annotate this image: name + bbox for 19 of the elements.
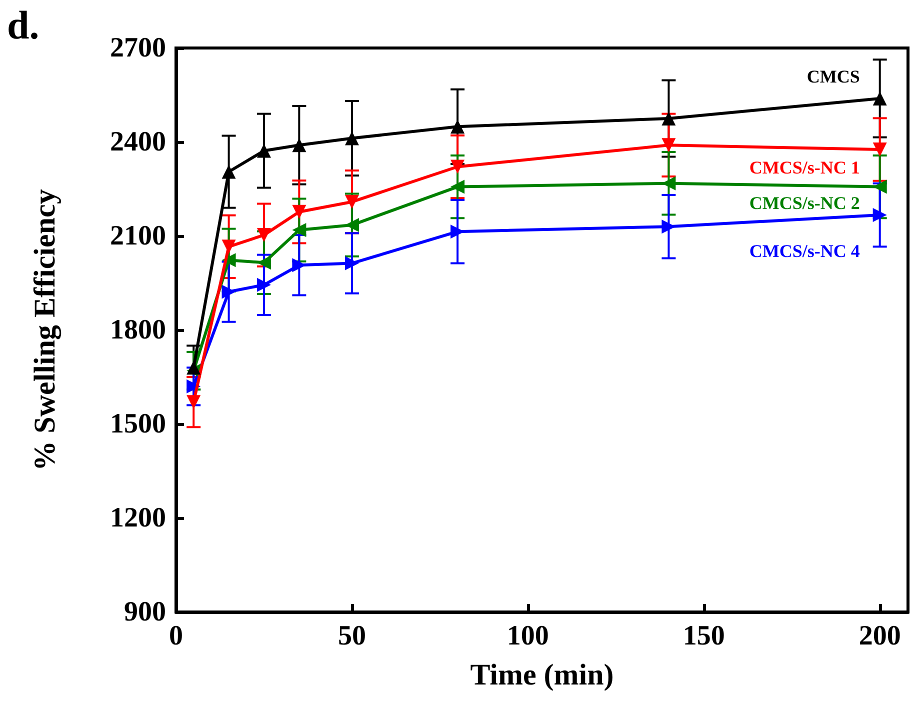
series-label: CMCS bbox=[806, 66, 860, 86]
y-tick-label: 2700 bbox=[110, 32, 166, 64]
y-tick-label: 2100 bbox=[110, 220, 166, 252]
y-axis-title: % Swelling Efficiency bbox=[28, 189, 62, 471]
x-tick-label: 0 bbox=[169, 620, 183, 652]
y-tick-label: 2400 bbox=[110, 126, 166, 158]
x-axis-title: Time (min) bbox=[470, 658, 614, 692]
x-tick-label: 200 bbox=[858, 620, 901, 652]
x-tick-label: 150 bbox=[682, 620, 725, 652]
x-tick-label: 100 bbox=[506, 620, 549, 652]
y-tick-label: 1200 bbox=[110, 502, 166, 534]
x-tick-label: 50 bbox=[338, 620, 366, 652]
y-tick-label: 1800 bbox=[110, 314, 166, 346]
series-label: CMCS/s-NC 1 bbox=[749, 158, 860, 178]
series-label: CMCS/s-NC 4 bbox=[749, 241, 860, 262]
y-tick-label: 900 bbox=[124, 596, 166, 628]
series-label: CMCS/s-NC 2 bbox=[749, 192, 860, 213]
chart-title: d. bbox=[7, 2, 40, 48]
y-tick-label: 1500 bbox=[110, 408, 166, 440]
